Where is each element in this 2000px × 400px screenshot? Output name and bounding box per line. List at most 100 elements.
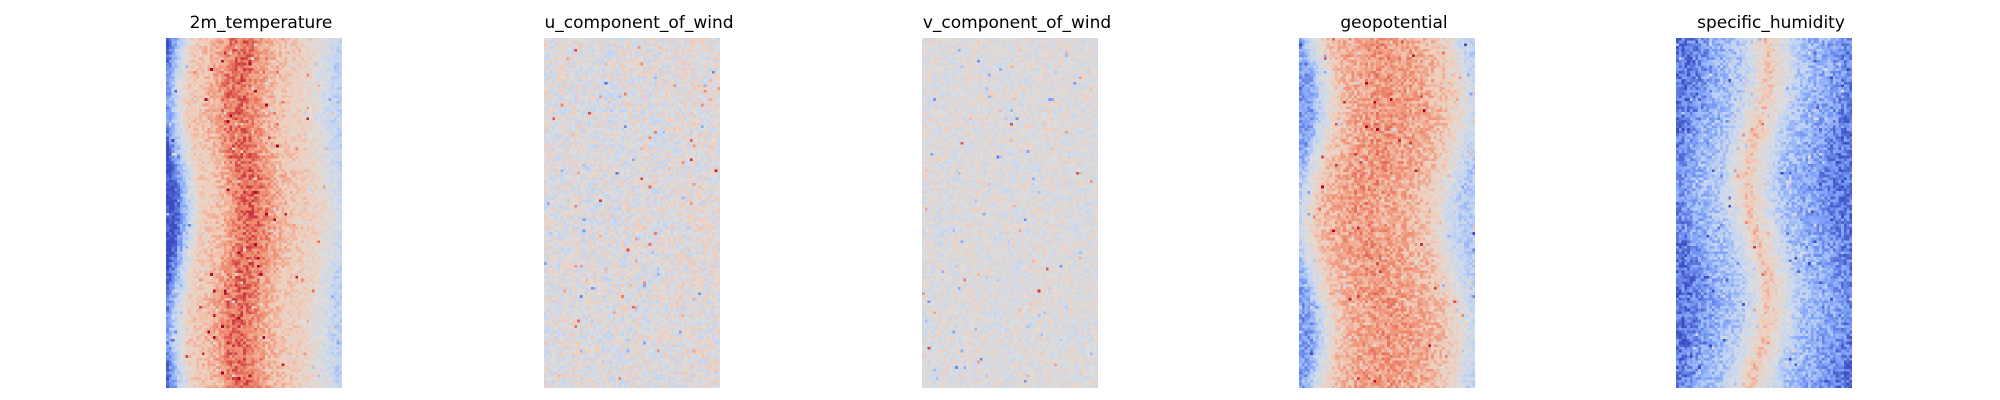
heatmap-cell xyxy=(267,43,271,47)
heatmap-cell xyxy=(193,169,197,173)
heatmap-cell xyxy=(295,193,299,197)
heatmap-cell xyxy=(229,161,233,165)
heatmap-cell xyxy=(185,81,189,85)
heatmap-cell xyxy=(339,144,342,148)
heatmap-cell xyxy=(273,43,277,47)
heatmap-cell xyxy=(223,152,227,156)
heatmap-cell xyxy=(322,79,326,83)
heatmap-cell xyxy=(317,226,321,230)
heatmap-cell xyxy=(320,226,324,230)
heatmap-cell xyxy=(226,248,230,252)
heatmap-cell xyxy=(168,68,172,72)
heatmap-cell xyxy=(221,114,225,118)
heatmap-cell xyxy=(193,191,197,195)
heatmap-cell xyxy=(259,79,263,83)
heatmap-cell xyxy=(322,133,326,137)
heatmap-cell xyxy=(281,166,285,170)
heatmap-cell xyxy=(339,79,342,83)
heatmap-cell xyxy=(234,185,238,189)
heatmap-cell xyxy=(320,166,324,170)
heatmap-cell xyxy=(292,223,296,228)
heatmap-cell xyxy=(306,147,310,151)
heatmap-cell xyxy=(237,111,241,115)
heatmap-cell xyxy=(317,103,321,107)
heatmap-cell xyxy=(328,152,332,156)
heatmap-cell xyxy=(218,38,222,42)
heatmap-cell xyxy=(265,210,269,214)
heatmap-cell xyxy=(320,122,324,126)
heatmap-cell xyxy=(223,177,227,181)
heatmap-cell xyxy=(278,70,282,74)
heatmap-cell xyxy=(256,57,260,61)
heatmap-cell xyxy=(287,144,291,148)
heatmap-cell xyxy=(182,169,186,173)
heatmap-cell xyxy=(171,136,175,140)
heatmap-cell xyxy=(190,76,194,80)
heatmap-cell xyxy=(311,245,315,249)
heatmap-cell xyxy=(196,180,200,184)
heatmap-cell xyxy=(331,43,335,47)
heatmap-cell xyxy=(309,221,313,225)
heatmap-cell xyxy=(248,122,252,126)
heatmap-cell xyxy=(232,51,236,55)
heatmap-cell xyxy=(243,196,247,200)
heatmap-cell xyxy=(185,171,189,176)
heatmap-cell xyxy=(177,229,181,233)
heatmap-cell xyxy=(281,213,285,217)
heatmap-cell xyxy=(182,141,186,146)
heatmap-cell xyxy=(311,46,315,50)
heatmap-cell xyxy=(256,95,260,99)
heatmap-cell xyxy=(190,177,194,181)
heatmap-cell xyxy=(278,150,282,154)
heatmap-cell xyxy=(298,182,302,187)
heatmap-cell xyxy=(182,163,186,167)
heatmap-cell xyxy=(234,81,238,85)
heatmap-cell xyxy=(243,147,247,151)
heatmap-cell xyxy=(221,237,225,241)
heatmap-cell xyxy=(204,199,208,203)
heatmap-cell xyxy=(281,46,285,50)
heatmap-cell xyxy=(333,229,337,233)
heatmap-cell xyxy=(232,81,236,85)
heatmap-cell xyxy=(207,114,211,118)
heatmap-cell xyxy=(259,68,263,72)
heatmap-cell xyxy=(240,70,244,74)
heatmap-cell xyxy=(215,141,219,146)
heatmap-cell xyxy=(199,79,203,83)
heatmap-cell xyxy=(215,92,219,96)
heatmap-cell xyxy=(168,40,172,44)
heatmap-cell xyxy=(303,155,307,159)
heatmap-cell xyxy=(188,76,192,80)
heatmap-cell xyxy=(325,65,329,69)
heatmap-cell xyxy=(265,114,269,118)
heatmap-cell xyxy=(248,180,252,184)
heatmap-cell xyxy=(245,57,249,61)
heatmap-cell xyxy=(221,133,225,137)
heatmap-cell xyxy=(248,136,252,140)
heatmap-cell xyxy=(185,229,189,233)
heatmap-cell xyxy=(210,204,214,208)
heatmap-cell xyxy=(174,98,178,102)
heatmap-cell xyxy=(289,59,293,64)
heatmap-cell xyxy=(185,79,189,83)
heatmap-cell xyxy=(177,81,181,85)
heatmap-cell xyxy=(166,114,170,118)
heatmap-cell xyxy=(273,218,277,222)
heatmap-cell xyxy=(309,158,313,162)
heatmap-cell xyxy=(234,147,238,151)
heatmap-cell xyxy=(314,62,318,66)
heatmap-cell xyxy=(210,210,214,214)
heatmap-cell xyxy=(331,51,335,55)
heatmap-cell xyxy=(177,188,181,192)
heatmap-cell xyxy=(328,92,332,96)
heatmap-cell xyxy=(185,234,189,239)
heatmap-cell xyxy=(199,68,203,72)
heatmap-cell xyxy=(317,62,321,66)
heatmap-cell xyxy=(168,57,172,61)
heatmap-cell xyxy=(168,248,172,252)
heatmap-cell xyxy=(234,237,238,241)
heatmap-cell xyxy=(292,204,296,208)
heatmap-cell xyxy=(309,114,313,118)
heatmap-cell xyxy=(229,166,233,170)
heatmap-cell xyxy=(177,193,181,197)
